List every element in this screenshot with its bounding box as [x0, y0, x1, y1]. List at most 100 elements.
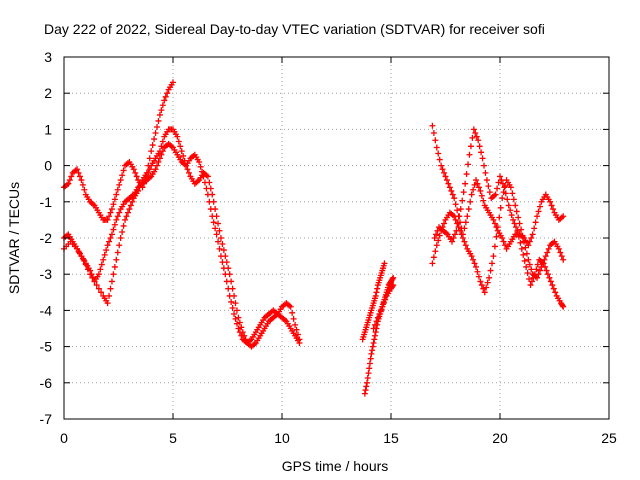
data-point [456, 213, 463, 220]
data-point [532, 219, 539, 226]
data-point [106, 238, 113, 245]
data-point [523, 263, 530, 270]
data-point [486, 189, 493, 196]
data-point [471, 181, 478, 188]
data-point [152, 166, 159, 173]
data-point [108, 278, 115, 285]
data-point [114, 186, 121, 193]
data-point [287, 303, 294, 310]
data-point [528, 266, 535, 273]
data-point [477, 278, 484, 285]
data-point [292, 321, 299, 328]
data-point [204, 191, 211, 198]
data-point [219, 259, 226, 266]
data-point [75, 169, 82, 176]
data-point [91, 278, 98, 285]
data-point [76, 249, 83, 256]
data-point [119, 228, 126, 235]
data-point [110, 226, 117, 233]
data-point [289, 309, 296, 316]
data-points [61, 79, 567, 397]
data-point [544, 249, 551, 256]
data-point [175, 138, 182, 145]
data-point [226, 292, 233, 299]
data-point [475, 273, 482, 280]
data-point [371, 336, 378, 343]
x-tick-label: 0 [60, 430, 68, 446]
data-point [491, 243, 498, 250]
data-point [461, 225, 468, 232]
data-point [507, 184, 514, 191]
data-point [452, 216, 459, 223]
data-point [381, 260, 388, 267]
data-point [104, 300, 111, 307]
data-point [457, 206, 464, 213]
data-point [76, 173, 83, 180]
data-point [159, 148, 166, 155]
data-point [534, 213, 541, 220]
data-point [98, 289, 105, 296]
data-point [459, 197, 466, 204]
data-point [502, 242, 509, 249]
data-point [361, 390, 368, 397]
series-trace-2 [61, 140, 303, 346]
data-point [389, 283, 396, 290]
data-point [550, 285, 557, 292]
data-point [174, 133, 181, 140]
data-point [82, 261, 89, 268]
data-point [114, 249, 121, 256]
data-point [430, 254, 437, 261]
data-point [170, 79, 176, 86]
data-point [501, 184, 508, 191]
data-point [432, 248, 439, 255]
data-point [201, 179, 208, 186]
data-point [462, 219, 469, 226]
data-point [536, 203, 543, 210]
x-tick-label: 20 [492, 430, 508, 446]
data-point [559, 302, 566, 309]
data-point [89, 274, 96, 281]
data-point [155, 117, 162, 124]
data-point [149, 142, 156, 149]
data-point [517, 239, 524, 246]
data-point [542, 253, 549, 260]
y-tick-label: -7 [40, 411, 53, 427]
data-point [526, 238, 533, 245]
data-point [550, 206, 557, 213]
data-point [159, 102, 166, 109]
data-point [487, 267, 494, 274]
data-point [106, 292, 113, 299]
data-point [74, 166, 81, 173]
data-point [117, 177, 124, 184]
data-point [520, 251, 527, 258]
data-point [480, 197, 487, 204]
data-point [461, 238, 468, 245]
data-point [238, 332, 245, 339]
data-point [146, 155, 153, 162]
data-point [95, 271, 102, 278]
data-point [433, 242, 440, 249]
data-point [435, 150, 442, 157]
data-point [535, 208, 542, 215]
data-point [78, 177, 85, 184]
data-point [481, 162, 488, 169]
data-point [448, 187, 455, 194]
data-point [372, 292, 379, 299]
data-point [542, 263, 549, 270]
data-point [502, 190, 509, 197]
data-point [132, 169, 139, 176]
data-point [84, 266, 91, 273]
gridlines [64, 57, 609, 419]
data-point [156, 111, 163, 118]
data-point [78, 253, 85, 260]
data-point [557, 249, 564, 256]
series-trace-8 [429, 122, 567, 252]
data-point [533, 266, 540, 273]
data-point [238, 324, 245, 331]
data-point [215, 238, 222, 245]
data-point [382, 296, 389, 303]
data-point [558, 253, 565, 260]
data-point [510, 216, 517, 223]
data-point [436, 156, 443, 163]
data-point [223, 278, 230, 285]
